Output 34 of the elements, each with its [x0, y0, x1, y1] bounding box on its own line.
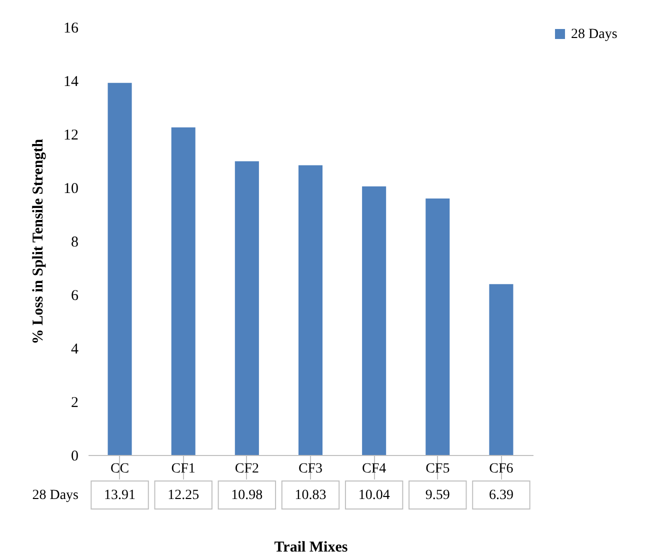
x-tick-label: CF6	[489, 462, 514, 476]
y-tick-label: 0	[71, 448, 78, 464]
data-label: 12.25	[168, 488, 200, 503]
data-label: 10.04	[358, 488, 390, 503]
data-label: 13.91	[104, 488, 136, 503]
x-axis-title: Trail Mixes	[274, 540, 348, 552]
data-label: 6.39	[488, 488, 514, 503]
y-tick-label: 12	[64, 128, 78, 144]
bar	[489, 284, 514, 455]
data-label: 9.59	[425, 488, 450, 503]
y-tick-label: 16	[64, 20, 79, 36]
y-axis-title: % Loss in Split Tensile Strength	[30, 138, 46, 344]
data-label: 10.98	[231, 488, 263, 503]
bar	[171, 127, 196, 455]
text: 28 Days	[32, 488, 78, 503]
y-tick-label: 6	[71, 288, 79, 304]
bar	[298, 165, 323, 455]
data-label: 10.83	[294, 488, 326, 503]
y-tick-label: 2	[71, 395, 78, 411]
bar	[362, 186, 386, 455]
y-tick-label: 4	[71, 342, 79, 358]
x-tick-label: CC	[110, 462, 130, 476]
x-tick-label: CF3	[298, 462, 323, 476]
bar	[108, 82, 132, 455]
y-tick-label: 8	[71, 234, 78, 250]
x-tick-label: CF5	[426, 462, 450, 476]
y-tick-label: 14	[64, 74, 79, 90]
x-tick-label: CF2	[234, 462, 259, 476]
x-tick-label: CF1	[171, 462, 196, 476]
bar	[234, 161, 259, 455]
y-tick-label: 10	[64, 181, 78, 197]
legend-label: 28 Days	[571, 27, 618, 42]
bar	[426, 198, 450, 455]
x-tick-label: CF4	[362, 462, 386, 476]
